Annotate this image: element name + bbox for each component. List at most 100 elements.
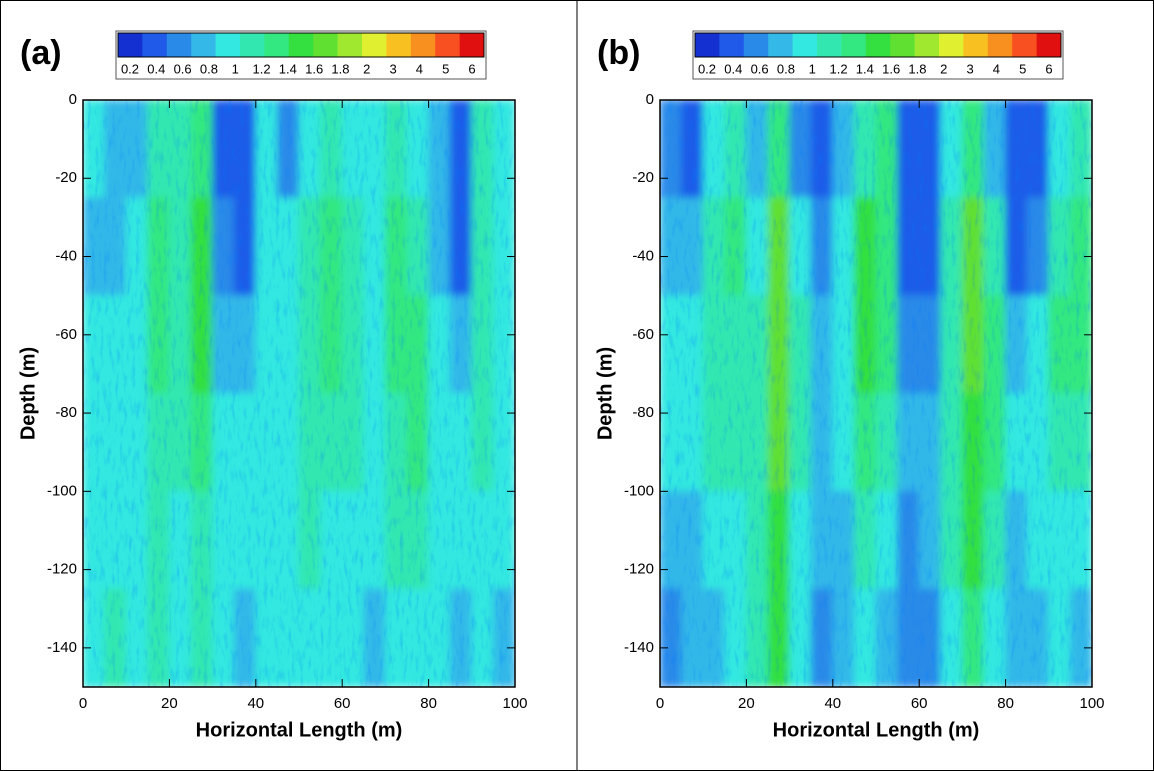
colorbar-swatch	[142, 33, 168, 57]
plot-border	[82, 99, 516, 688]
x-tick-label: 20	[738, 695, 755, 712]
y-tick-label: -80	[55, 404, 77, 421]
y-tick-label: -120	[47, 561, 77, 578]
x-tick-label: 100	[1079, 695, 1104, 712]
panel-label: (b)	[597, 34, 640, 72]
colorbar-label: 1	[232, 61, 239, 76]
x-axis-title: Horizontal Length (m)	[196, 719, 403, 741]
colorbar-box	[115, 30, 487, 80]
colorbar-swatch	[963, 33, 989, 57]
colorbar-label: 4	[416, 61, 423, 76]
colorbar-swatch	[914, 33, 940, 57]
x-tick-label: 40	[247, 695, 264, 712]
colorbar-swatch	[410, 33, 436, 57]
colorbar-label: 1.6	[882, 61, 900, 76]
colorbar-label: 4	[993, 61, 1000, 76]
colorbar-label: 2	[940, 61, 947, 76]
colorbar-swatch	[743, 33, 769, 57]
colorbar-label: 1.6	[305, 61, 323, 76]
colorbar-label: 0.6	[751, 61, 769, 76]
colorbar-swatch	[817, 33, 842, 57]
y-tick-label: -40	[55, 248, 77, 265]
colorbar-swatch	[719, 33, 745, 57]
colorbar-border	[117, 32, 485, 58]
panel-label: (a)	[20, 34, 62, 72]
colorbar-label: 1	[809, 61, 816, 76]
colorbar-swatch	[792, 33, 818, 57]
colorbar-label: 0.4	[147, 61, 165, 76]
colorbar-label: 0.8	[200, 61, 218, 76]
colorbar-label: 0.2	[121, 61, 139, 76]
colorbar-swatch	[459, 33, 485, 57]
y-tick-label: -40	[632, 248, 654, 265]
colorbar-swatch	[865, 33, 891, 57]
colorbar-label: 1.4	[856, 61, 874, 76]
x-tick-label: 80	[420, 695, 437, 712]
colorbar-swatch	[288, 33, 314, 57]
colorbar-label: 5	[1019, 61, 1026, 76]
colorbar-swatch	[215, 33, 241, 57]
colorbar-box	[692, 30, 1064, 80]
y-tick-label: -120	[624, 561, 654, 578]
colorbar-swatch	[1036, 33, 1062, 57]
y-tick-label: -80	[632, 404, 654, 421]
colorbar-label: 5	[442, 61, 449, 76]
x-tick-label: 40	[824, 695, 841, 712]
heatmap-cells	[83, 100, 515, 687]
y-tick-label: -60	[55, 326, 77, 343]
colorbar-swatch	[166, 33, 192, 57]
colorbar-label: 2	[363, 61, 370, 76]
x-tick-label: 0	[79, 695, 87, 712]
x-tick-label: 0	[656, 695, 664, 712]
colorbar-label: 6	[1045, 61, 1052, 76]
colorbar-label: 1.8	[331, 61, 349, 76]
plot-border	[659, 99, 1093, 688]
x-tick-label: 20	[161, 695, 178, 712]
y-tick-label: 0	[646, 91, 654, 108]
y-tick-label: -100	[47, 482, 77, 499]
colorbar-swatch	[768, 33, 793, 57]
colorbar-label: 1.2	[829, 61, 847, 76]
colorbar-swatch	[939, 33, 964, 57]
colorbar-swatch	[264, 33, 290, 57]
colorbar-swatch	[890, 33, 915, 57]
y-tick-label: -140	[47, 639, 77, 656]
colorbar-label: 3	[966, 61, 973, 76]
y-tick-label: -20	[632, 169, 654, 186]
colorbar-label: 1.8	[908, 61, 926, 76]
colorbar-swatch	[695, 33, 720, 57]
y-tick-label: -60	[632, 326, 654, 343]
colorbar-swatch	[191, 33, 216, 57]
y-tick-label: -140	[624, 639, 654, 656]
colorbar-swatch	[118, 33, 143, 57]
colorbar-border	[694, 32, 1062, 58]
colorbar-swatch	[386, 33, 412, 57]
colorbar-label: 6	[468, 61, 475, 76]
colorbar-swatch	[987, 33, 1013, 57]
y-tick-label: -20	[55, 169, 77, 186]
colorbar-label: 0.4	[724, 61, 742, 76]
texture	[660, 100, 1092, 687]
y-tick-label: 0	[69, 91, 77, 108]
colorbar-swatch	[362, 33, 387, 57]
colorbar-swatch	[1012, 33, 1037, 57]
x-tick-label: 100	[502, 695, 527, 712]
colorbar-label: 3	[389, 61, 396, 76]
y-tick-label: -100	[624, 482, 654, 499]
colorbar-swatch	[337, 33, 363, 57]
x-tick-label: 60	[911, 695, 928, 712]
x-tick-label: 60	[334, 695, 351, 712]
y-axis-title: Depth (m)	[17, 347, 39, 440]
heatmap-cells	[660, 100, 1092, 687]
colorbar-label: 1.2	[252, 61, 270, 76]
x-tick-label: 80	[997, 695, 1014, 712]
colorbar-swatch	[841, 33, 867, 57]
colorbar-swatch	[313, 33, 338, 57]
y-axis-title: Depth (m)	[594, 347, 616, 440]
texture	[83, 100, 515, 687]
colorbar-label: 0.8	[777, 61, 795, 76]
colorbar-swatch	[240, 33, 265, 57]
colorbar-label: 0.6	[174, 61, 192, 76]
colorbar-swatch	[435, 33, 460, 57]
